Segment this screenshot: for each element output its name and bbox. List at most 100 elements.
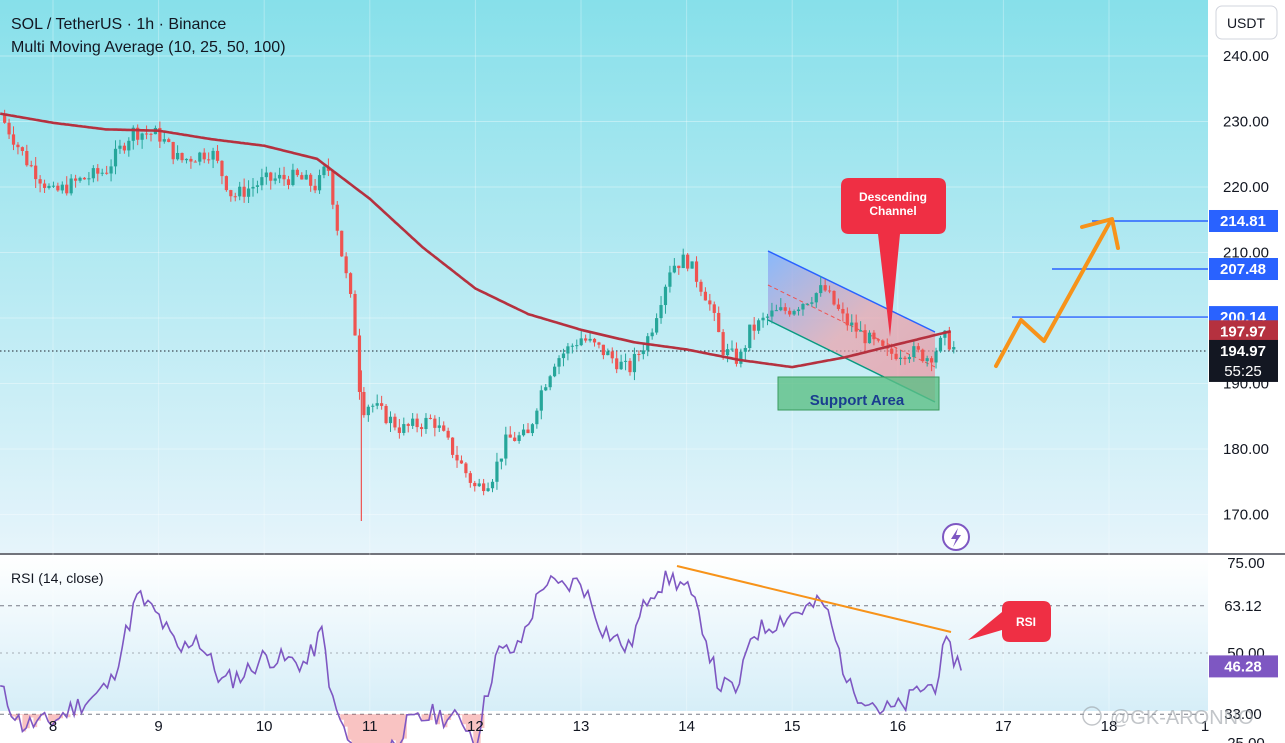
last-price-label[interactable]: 194.97 55:25 (1209, 339, 1278, 382)
candle-body (96, 168, 100, 174)
candle-body (229, 190, 233, 197)
candle-body (127, 140, 131, 151)
candle-body (490, 481, 495, 489)
candle-body (455, 454, 459, 461)
svg-text:USDT: USDT (1227, 15, 1266, 31)
price-tick-label: 180.00 (1223, 441, 1269, 458)
candle-body (796, 309, 801, 312)
time-tick-label: 16 (889, 718, 906, 735)
candle-body (47, 185, 51, 188)
bar-countdown: 55:25 (1224, 363, 1262, 380)
candle-body (526, 429, 530, 434)
target-3-price-label[interactable]: 214.81 (1209, 209, 1278, 232)
candle-body (291, 169, 295, 185)
candle-body (273, 178, 277, 181)
moving-average-price-label[interactable]: 197.97 (1209, 320, 1278, 343)
moving-average-line (0, 112, 951, 369)
candle-body (60, 184, 64, 191)
candle-body (38, 179, 42, 184)
symbol-title[interactable]: SOL / TetherUS · 1h · Binance (11, 16, 226, 33)
target-2-price-label[interactable]: 207.48 (1209, 258, 1278, 281)
candle-body (686, 254, 690, 269)
candle-body (832, 290, 836, 305)
candle-body (450, 437, 455, 455)
rsi-trendline (676, 565, 952, 633)
candle-body (136, 127, 140, 140)
rsi-callout[interactable]: RSI (968, 601, 1051, 642)
candle-body (734, 348, 739, 364)
candle-body (282, 174, 286, 180)
candle-body (269, 172, 273, 181)
candle-body (375, 403, 379, 406)
rsi-title[interactable]: RSI (14, close) (11, 570, 104, 586)
rsi-upper-band-label[interactable]: 63.12 (1209, 594, 1278, 617)
time-tick-label: 12 (467, 718, 484, 735)
candle-body (100, 172, 104, 174)
candle-body (251, 186, 255, 189)
candle-body (566, 346, 570, 354)
candle-body (42, 183, 47, 188)
candle-body (233, 196, 237, 198)
channel-upper-line (767, 250, 936, 333)
lightning-icon[interactable] (942, 523, 970, 551)
candle-body (703, 291, 707, 301)
candle-body (499, 458, 503, 462)
candle-body (149, 133, 153, 135)
candle-body (867, 332, 872, 344)
indicator-title[interactable]: Multi Moving Average (10, 25, 50, 100) (11, 39, 286, 56)
last-price-value: 194.97 (1220, 343, 1266, 360)
candle-body (694, 261, 699, 282)
candle-body (482, 483, 486, 492)
watermark-text: @GK-ARONNO (1110, 707, 1254, 729)
projection-arrow[interactable] (994, 217, 1120, 368)
candle-body (788, 310, 792, 315)
candle-body (659, 305, 663, 319)
candle-body (690, 261, 694, 269)
candle-body (242, 186, 246, 197)
currency-button[interactable]: USDT (1215, 5, 1278, 40)
candle-body (180, 152, 184, 161)
descending-channel-callout[interactable]: Descending Channel (841, 178, 946, 337)
rsi-value-label[interactable]: 46.28 (1209, 655, 1278, 678)
candle-body (495, 461, 499, 482)
candle-body (579, 338, 583, 346)
candle-body (65, 184, 69, 194)
watermark: @GK-ARONNO (1082, 706, 1254, 729)
candle-body (859, 330, 863, 332)
descending-channel-label: Descending Channel (859, 190, 927, 218)
candle-body (446, 430, 450, 438)
candle-body (402, 424, 406, 433)
candle-body (122, 145, 126, 151)
candle-body (508, 434, 512, 438)
candle-body (278, 174, 282, 179)
candle-body (916, 346, 920, 350)
candle-body (313, 185, 317, 191)
candle-body (947, 330, 951, 350)
rsi-lower-band-label[interactable]: 33.00 (1209, 703, 1278, 724)
candle-body (890, 348, 894, 354)
candle-body (220, 160, 224, 177)
candle-body (801, 304, 805, 310)
candle-body (699, 281, 703, 292)
candle-body (393, 416, 397, 428)
time-axis-background[interactable] (0, 711, 1208, 743)
candle-body (109, 166, 113, 174)
candle-body (459, 460, 464, 464)
candle-body (260, 177, 264, 186)
candle-body (255, 185, 260, 187)
candle-body (309, 174, 313, 186)
candle-body (854, 322, 858, 332)
candle-body (730, 348, 734, 350)
candle-body (637, 353, 641, 355)
candle-body (539, 390, 543, 411)
candle-body (619, 361, 623, 370)
candle-body (78, 177, 82, 181)
candle-body (433, 418, 437, 428)
support-area[interactable]: Support Area (777, 376, 940, 411)
price-pane-background (0, 0, 1208, 553)
time-axis[interactable]: 8 9 10 11 12 13 14 15 16 17 18 1 (49, 718, 1209, 735)
svg-text:207.48: 207.48 (1220, 261, 1266, 278)
candle-body (921, 349, 925, 362)
candle-body (672, 265, 676, 273)
